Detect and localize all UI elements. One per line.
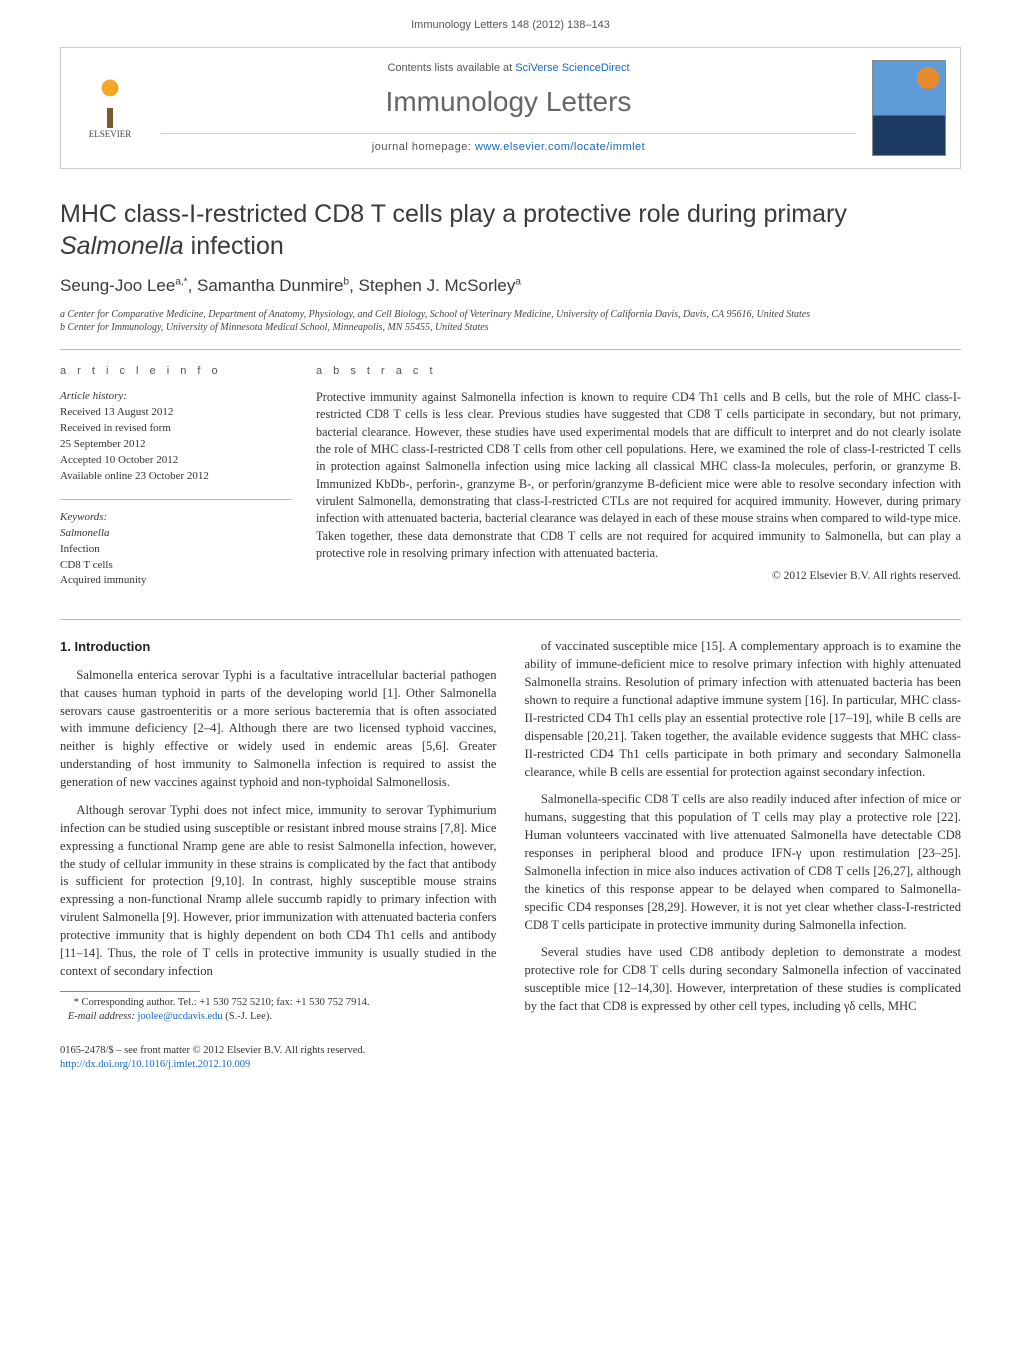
abstract-text: Protective immunity against Salmonella i… [316, 389, 961, 562]
keyword-1: Salmonella [60, 526, 292, 542]
journal-cover-thumbnail [872, 60, 946, 156]
title-italic-word: Salmonella [60, 232, 184, 260]
keyword-2: Infection [60, 542, 292, 558]
article-info-column: a r t i c l e i n f o Article history: R… [60, 364, 292, 604]
journal-name: Immunology Letters [161, 82, 856, 121]
homepage-line: journal homepage: www.elsevier.com/locat… [161, 140, 856, 155]
rule-bottom [60, 619, 961, 620]
page-footer: 0165-2478/$ – see front matter © 2012 El… [60, 1044, 961, 1072]
info-abstract-row: a r t i c l e i n f o Article history: R… [60, 350, 961, 620]
elsevier-tree-icon [84, 76, 136, 128]
revised-line1: Received in revised form [60, 421, 292, 437]
author-3: Stephen J. McSorley [359, 276, 516, 295]
keywords-block: Keywords: Salmonella Infection CD8 T cel… [60, 510, 292, 590]
article-title: MHC class-I-restricted CD8 T cells play … [60, 199, 961, 262]
page: Immunology Letters 148 (2012) 138–143 EL… [0, 0, 1021, 1072]
author-1-corr: * [184, 276, 188, 287]
title-rest: infection [184, 232, 284, 260]
elsevier-logo: ELSEVIER [75, 69, 145, 147]
history-label: Article history: [60, 389, 292, 405]
footnote-block: * Corresponding author. Tel.: +1 530 752… [60, 991, 497, 1024]
affiliation-a: a Center for Comparative Medicine, Depar… [60, 308, 961, 322]
front-matter-line: 0165-2478/$ – see front matter © 2012 El… [60, 1044, 961, 1058]
contents-line: Contents lists available at SciVerse Sci… [161, 61, 856, 76]
keywords-label: Keywords: [60, 510, 292, 526]
paragraph-3: of vaccinated susceptible mice [15]. A c… [525, 638, 962, 781]
abstract-column: a b s t r a c t Protective immunity agai… [316, 364, 961, 604]
masthead-divider [161, 133, 856, 134]
keyword-3: CD8 T cells [60, 558, 292, 574]
author-3-affil: a [515, 276, 521, 287]
homepage-prefix: journal homepage: [372, 141, 475, 153]
paragraph-2: Although serovar Typhi does not infect m… [60, 802, 497, 981]
accepted-date: Accepted 10 October 2012 [60, 453, 292, 469]
doi-link[interactable]: http://dx.doi.org/10.1016/j.imlet.2012.1… [60, 1059, 250, 1070]
corresponding-author-footnote: * Corresponding author. Tel.: +1 530 752… [60, 996, 497, 1024]
body-columns: 1. Introduction Salmonella enterica sero… [60, 638, 961, 1030]
abstract-head: a b s t r a c t [316, 364, 961, 379]
author-2-affil: b [344, 276, 350, 287]
author-1-affil: a, [175, 276, 183, 287]
footnote-text: Corresponding author. Tel.: +1 530 752 5… [79, 997, 370, 1008]
running-head: Immunology Letters 148 (2012) 138–143 [0, 0, 1021, 47]
paragraph-1: Salmonella enterica serovar Typhi is a f… [60, 667, 497, 792]
revised-line2: 25 September 2012 [60, 437, 292, 453]
author-2: Samantha Dunmire [197, 276, 343, 295]
affiliation-b: b Center for Immunology, University of M… [60, 321, 961, 335]
keyword-4: Acquired immunity [60, 573, 292, 589]
homepage-url-link[interactable]: www.elsevier.com/locate/immlet [475, 141, 645, 153]
paragraph-4: Salmonella-specific CD8 T cells are also… [525, 791, 962, 934]
article-title-block: MHC class-I-restricted CD8 T cells play … [60, 199, 961, 262]
masthead: ELSEVIER Contents lists available at Sci… [60, 47, 961, 169]
sciencedirect-link[interactable]: SciVerse ScienceDirect [515, 62, 629, 74]
authors: Seung-Joo Leea,*, Samantha Dunmireb, Ste… [60, 274, 961, 298]
email-tail: (S.-J. Lee). [223, 1011, 272, 1022]
paragraph-5: Several studies have used CD8 antibody d… [525, 944, 962, 1016]
masthead-center: Contents lists available at SciVerse Sci… [161, 61, 856, 156]
author-1: Seung-Joo Lee [60, 276, 175, 295]
info-divider [60, 499, 292, 500]
corresponding-email-link[interactable]: joolee@ucdavis.edu [137, 1011, 222, 1022]
abstract-copyright: © 2012 Elsevier B.V. All rights reserved… [316, 568, 961, 584]
footnote-rule [60, 991, 200, 992]
article-info-head: a r t i c l e i n f o [60, 364, 292, 379]
section-1-head: 1. Introduction [60, 638, 497, 656]
contents-prefix: Contents lists available at [387, 62, 515, 74]
title-line1: MHC class-I-restricted CD8 T cells play … [60, 200, 847, 228]
email-label: E-mail address: [68, 1011, 138, 1022]
affiliations: a Center for Comparative Medicine, Depar… [60, 308, 961, 335]
publisher-name: ELSEVIER [89, 128, 132, 141]
online-date: Available online 23 October 2012 [60, 469, 292, 485]
article-history: Article history: Received 13 August 2012… [60, 389, 292, 485]
received-date: Received 13 August 2012 [60, 405, 292, 421]
